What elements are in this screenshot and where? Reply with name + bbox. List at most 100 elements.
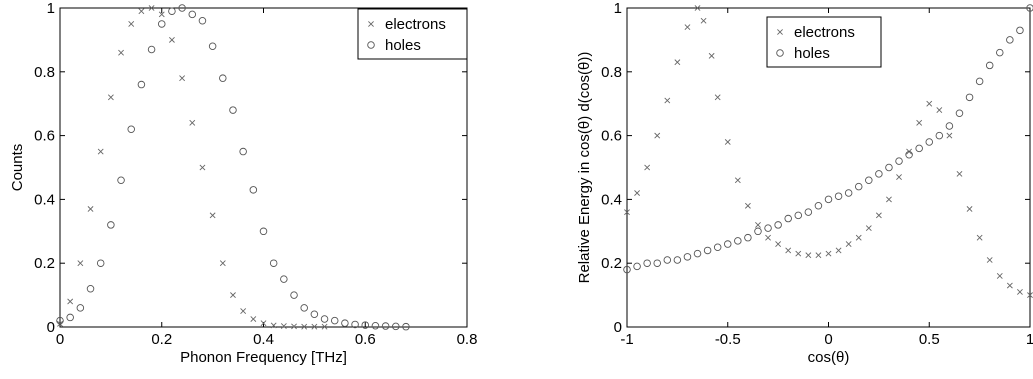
data-point-circle-marker [188, 10, 197, 19]
legend-label: holes [385, 37, 421, 54]
data-point-circle-marker [643, 259, 651, 267]
data-point-circle-marker [794, 211, 803, 220]
data-point-circle-marker [107, 221, 115, 229]
data-point-circle-marker [381, 322, 390, 330]
data-point-x-marker [835, 247, 842, 254]
data-point-circle-marker [623, 265, 631, 274]
data-point-circle-marker [290, 291, 298, 299]
y-tick-label: 0.2 [34, 255, 55, 272]
data-point-circle-marker [300, 304, 308, 312]
data-point-circle-marker [915, 144, 923, 153]
right-chart: -1 -0.5 0 0.5 1 0 0.2 0.4 0.6 0.8 1 cos(θ) Relative … [576, 0, 1033, 366]
data-point-circle-marker [1016, 26, 1024, 35]
data-point-circle-marker [673, 256, 682, 264]
data-point-circle-marker [663, 256, 672, 264]
data-point-x-marker [291, 323, 297, 330]
data-point-x-marker [775, 241, 782, 247]
data-point-circle-marker [683, 253, 692, 261]
data-point-circle-marker [392, 322, 400, 331]
legend-label: electrons [794, 24, 855, 41]
data-point-circle-marker [229, 106, 237, 114]
data-point-circle-marker [66, 313, 74, 322]
data-point-x-marker [875, 212, 882, 219]
data-point-circle-marker [56, 316, 64, 325]
data-point-x-marker [734, 177, 741, 184]
y-tick-label: 1 [614, 0, 622, 17]
data-point-x-marker [230, 292, 236, 299]
data-point-circle-marker [239, 147, 247, 156]
data-point-x-marker [886, 196, 892, 203]
data-point-circle-marker [824, 195, 833, 204]
data-point-circle-marker [198, 17, 207, 25]
data-point-x-marker [250, 316, 257, 322]
y-tick-label: 0.8 [34, 64, 55, 81]
data-point-circle-marker [168, 7, 176, 15]
data-point-circle-marker [402, 322, 410, 331]
y-tick-label: 0.4 [601, 191, 622, 208]
data-point-circle-marker [925, 138, 934, 146]
legend-box [357, 8, 468, 60]
data-point-x-marker [996, 273, 1003, 279]
data-point-x-marker [926, 100, 933, 107]
y-axis-label: Counts [9, 144, 26, 192]
data-point-x-marker [724, 139, 731, 145]
x-tick-label: 0.2 [151, 331, 172, 348]
y-tick-label: 0.8 [601, 64, 622, 81]
data-point-circle-marker [127, 125, 135, 133]
data-point-circle-marker [280, 275, 288, 283]
data-point-x-marker [240, 308, 247, 314]
data-point-x-marker [855, 234, 862, 241]
data-point-x-marker [708, 52, 715, 59]
data-point-circle-marker [178, 4, 186, 12]
data-point-circle-marker [208, 42, 217, 51]
data-point-circle-marker [744, 233, 752, 242]
data-point-x-marker [128, 21, 135, 27]
data-point-circle-marker [804, 208, 813, 216]
data-point-circle-marker [137, 80, 146, 89]
data-point-circle-marker [259, 227, 268, 236]
legend: electrons holes [766, 16, 882, 68]
data-point-x-marker [825, 250, 832, 257]
x-tick-label: 0.5 [919, 331, 940, 348]
data-point-x-marker [755, 222, 761, 228]
data-point-x-marker [644, 164, 651, 171]
data-point-x-marker [87, 206, 94, 212]
data-point-circle-marker [157, 20, 166, 28]
data-point-x-marker [936, 107, 943, 113]
data-point-circle-marker [955, 109, 964, 118]
y-tick-label: 0 [47, 319, 55, 336]
legend-label: holes [794, 45, 830, 62]
legend-box [766, 16, 882, 68]
y-tick-label: 0.6 [34, 128, 55, 145]
data-point-circle-marker [371, 321, 380, 330]
series-holes [623, 4, 1033, 274]
left-chart: 0 0.2 0.4 0.6 0.8 0 0.2 0.4 0.6 0.8 1 Phonon Freque… [9, 0, 477, 366]
data-point-circle-marker [764, 224, 772, 232]
x-tick-label: 0.8 [457, 331, 478, 348]
data-point-circle-marker [935, 131, 944, 140]
data-point-circle-marker [996, 48, 1004, 57]
data-point-circle-marker [117, 176, 125, 185]
data-point-circle-marker [351, 320, 359, 329]
series-holes [56, 4, 410, 331]
y-tick-label: 1 [47, 0, 55, 17]
y-axis-label: Relative Energy in cos(θ) d(cos(θ)) [576, 52, 593, 284]
data-point-circle-marker [653, 259, 661, 267]
data-point-circle-marker [905, 150, 913, 159]
x-axis-label: cos(θ) [808, 349, 850, 366]
data-point-x-marker [896, 174, 902, 180]
x-tick-label: 0.6 [355, 331, 376, 348]
x-tick-label: 0 [824, 331, 832, 348]
data-point-circle-marker [310, 310, 319, 318]
data-point-x-marker [976, 234, 983, 241]
data-point-x-marker [1027, 292, 1033, 299]
data-point-x-marker [654, 132, 661, 139]
data-point-circle-marker [975, 77, 984, 86]
data-point-x-marker [321, 323, 328, 330]
data-point-x-marker [77, 260, 84, 267]
data-point-x-marker [815, 252, 822, 259]
x-tick-label: -1 [620, 331, 633, 348]
data-point-circle-marker [885, 163, 893, 172]
data-point-x-marker [845, 241, 852, 247]
